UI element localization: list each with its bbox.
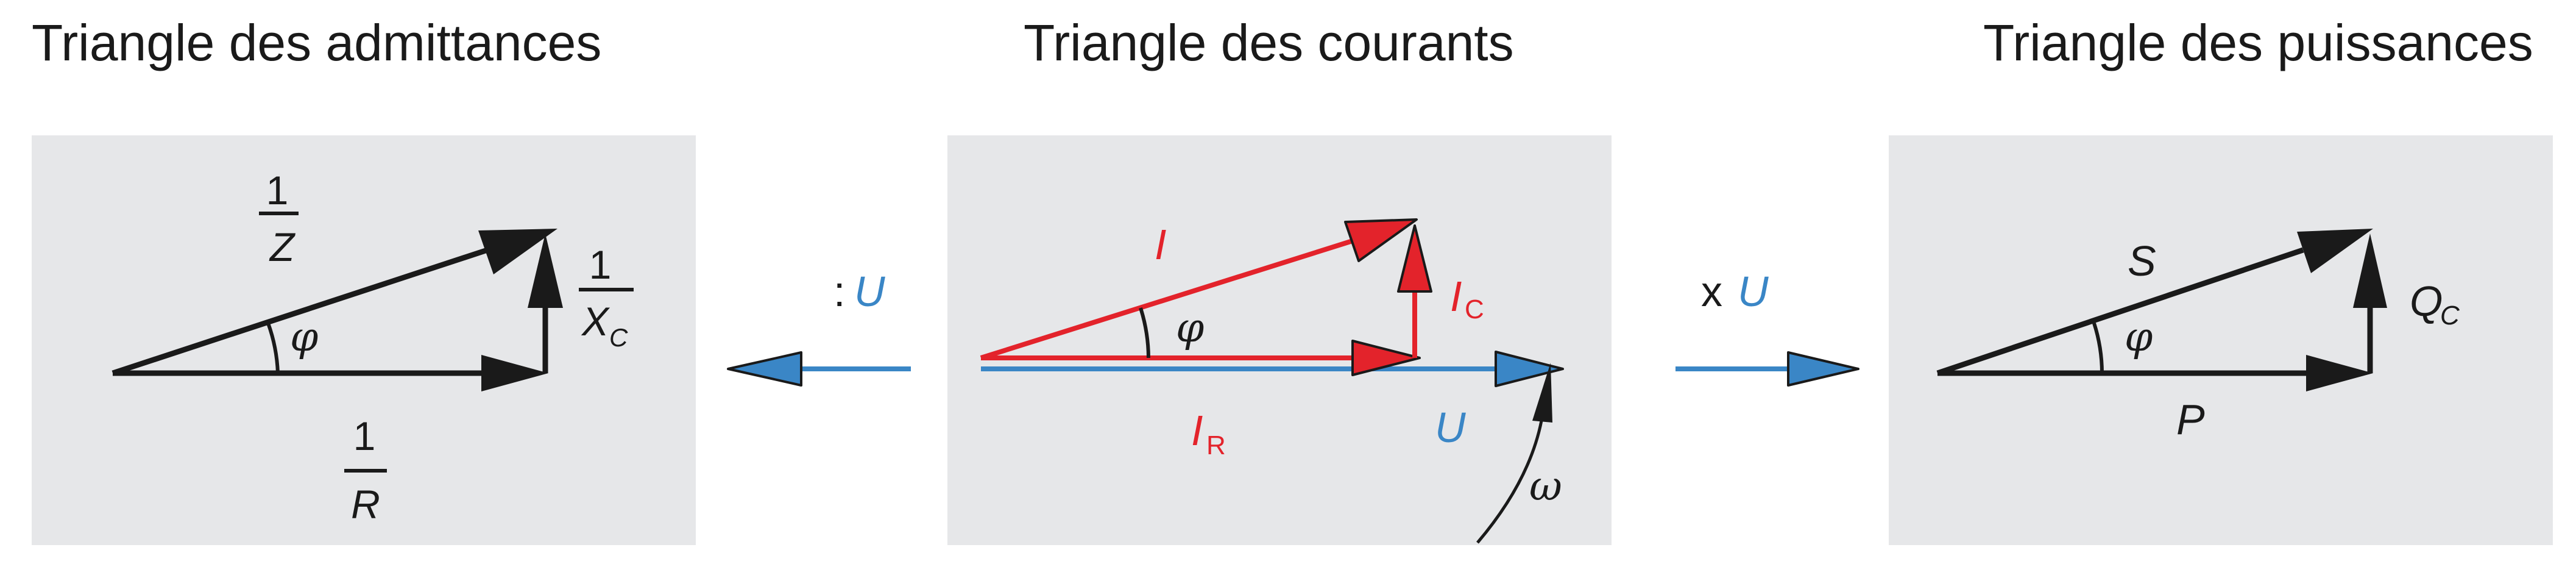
angle-label-admittance: φ — [290, 313, 318, 360]
frac-xc-denominator: X — [581, 299, 610, 344]
panel-courants — [947, 135, 1612, 545]
label-s: S — [2128, 237, 2156, 285]
label-i: I — [1155, 221, 1166, 268]
frac-xc-numerator: 1 — [589, 242, 612, 287]
divide-variable: U — [854, 268, 885, 315]
arrowhead-i — [1344, 218, 1418, 262]
admittance-triangle — [111, 229, 563, 391]
arrowhead-ir — [1351, 340, 1421, 376]
label-omega: ω — [1529, 463, 1562, 510]
angle-label-power: φ — [2125, 313, 2153, 360]
frac-z-denominator: Z — [269, 224, 296, 270]
arrowhead-ic — [1397, 224, 1432, 293]
arrowhead-p — [2306, 355, 2373, 391]
angle-label-current: φ — [1176, 304, 1204, 351]
divide-arrowhead — [727, 351, 802, 387]
arrowhead-1-over-r — [481, 355, 548, 391]
label-ir: I — [1191, 407, 1203, 454]
label-p: P — [2176, 396, 2205, 443]
omega-arrowhead — [1532, 363, 1552, 423]
title-puissances: Triangle des puissances — [1983, 14, 2533, 71]
arrowhead-1-over-xc — [528, 234, 563, 308]
frac-xc-subscript: C — [609, 323, 628, 352]
title-courants: Triangle des courants — [1024, 14, 1514, 71]
label-ic: I — [1450, 273, 1462, 320]
label-ic-subscript: C — [1465, 294, 1484, 324]
multiply-symbol: x — [1701, 268, 1722, 315]
panel-admittances — [32, 135, 696, 545]
multiply-variable: U — [1738, 268, 1769, 315]
panel-puissances — [1889, 135, 2553, 545]
multiply-arrow — [1675, 351, 1859, 387]
frac-r-numerator: 1 — [353, 413, 376, 459]
title-admittances: Triangle des admittances — [32, 14, 602, 71]
label-u: U — [1435, 404, 1466, 451]
vector-1-over-z — [111, 247, 489, 376]
divide-arrow — [727, 351, 911, 387]
omega-rotation-arc — [1476, 420, 1543, 544]
arrowhead-1-over-z — [478, 229, 557, 274]
frac-z-numerator: 1 — [266, 168, 289, 213]
frac-r-denominator: R — [351, 482, 380, 527]
power-triangle — [1936, 229, 2387, 391]
angle-arc-current — [1139, 307, 1150, 359]
angle-arc-admittance — [266, 322, 280, 374]
multiply-arrowhead — [1787, 351, 1859, 387]
label-qc: Q — [2410, 277, 2443, 325]
label-ir-subscript: R — [1206, 430, 1226, 460]
label-qc-subscript: C — [2440, 301, 2460, 330]
vector-i — [980, 238, 1354, 360]
arrowhead-qc — [2353, 234, 2387, 308]
vector-s — [1936, 247, 2304, 376]
divide-symbol: : — [833, 268, 845, 315]
angle-arc-power — [2092, 323, 2104, 374]
arrowhead-s — [2297, 229, 2373, 273]
arrowhead-u — [1495, 351, 1564, 387]
